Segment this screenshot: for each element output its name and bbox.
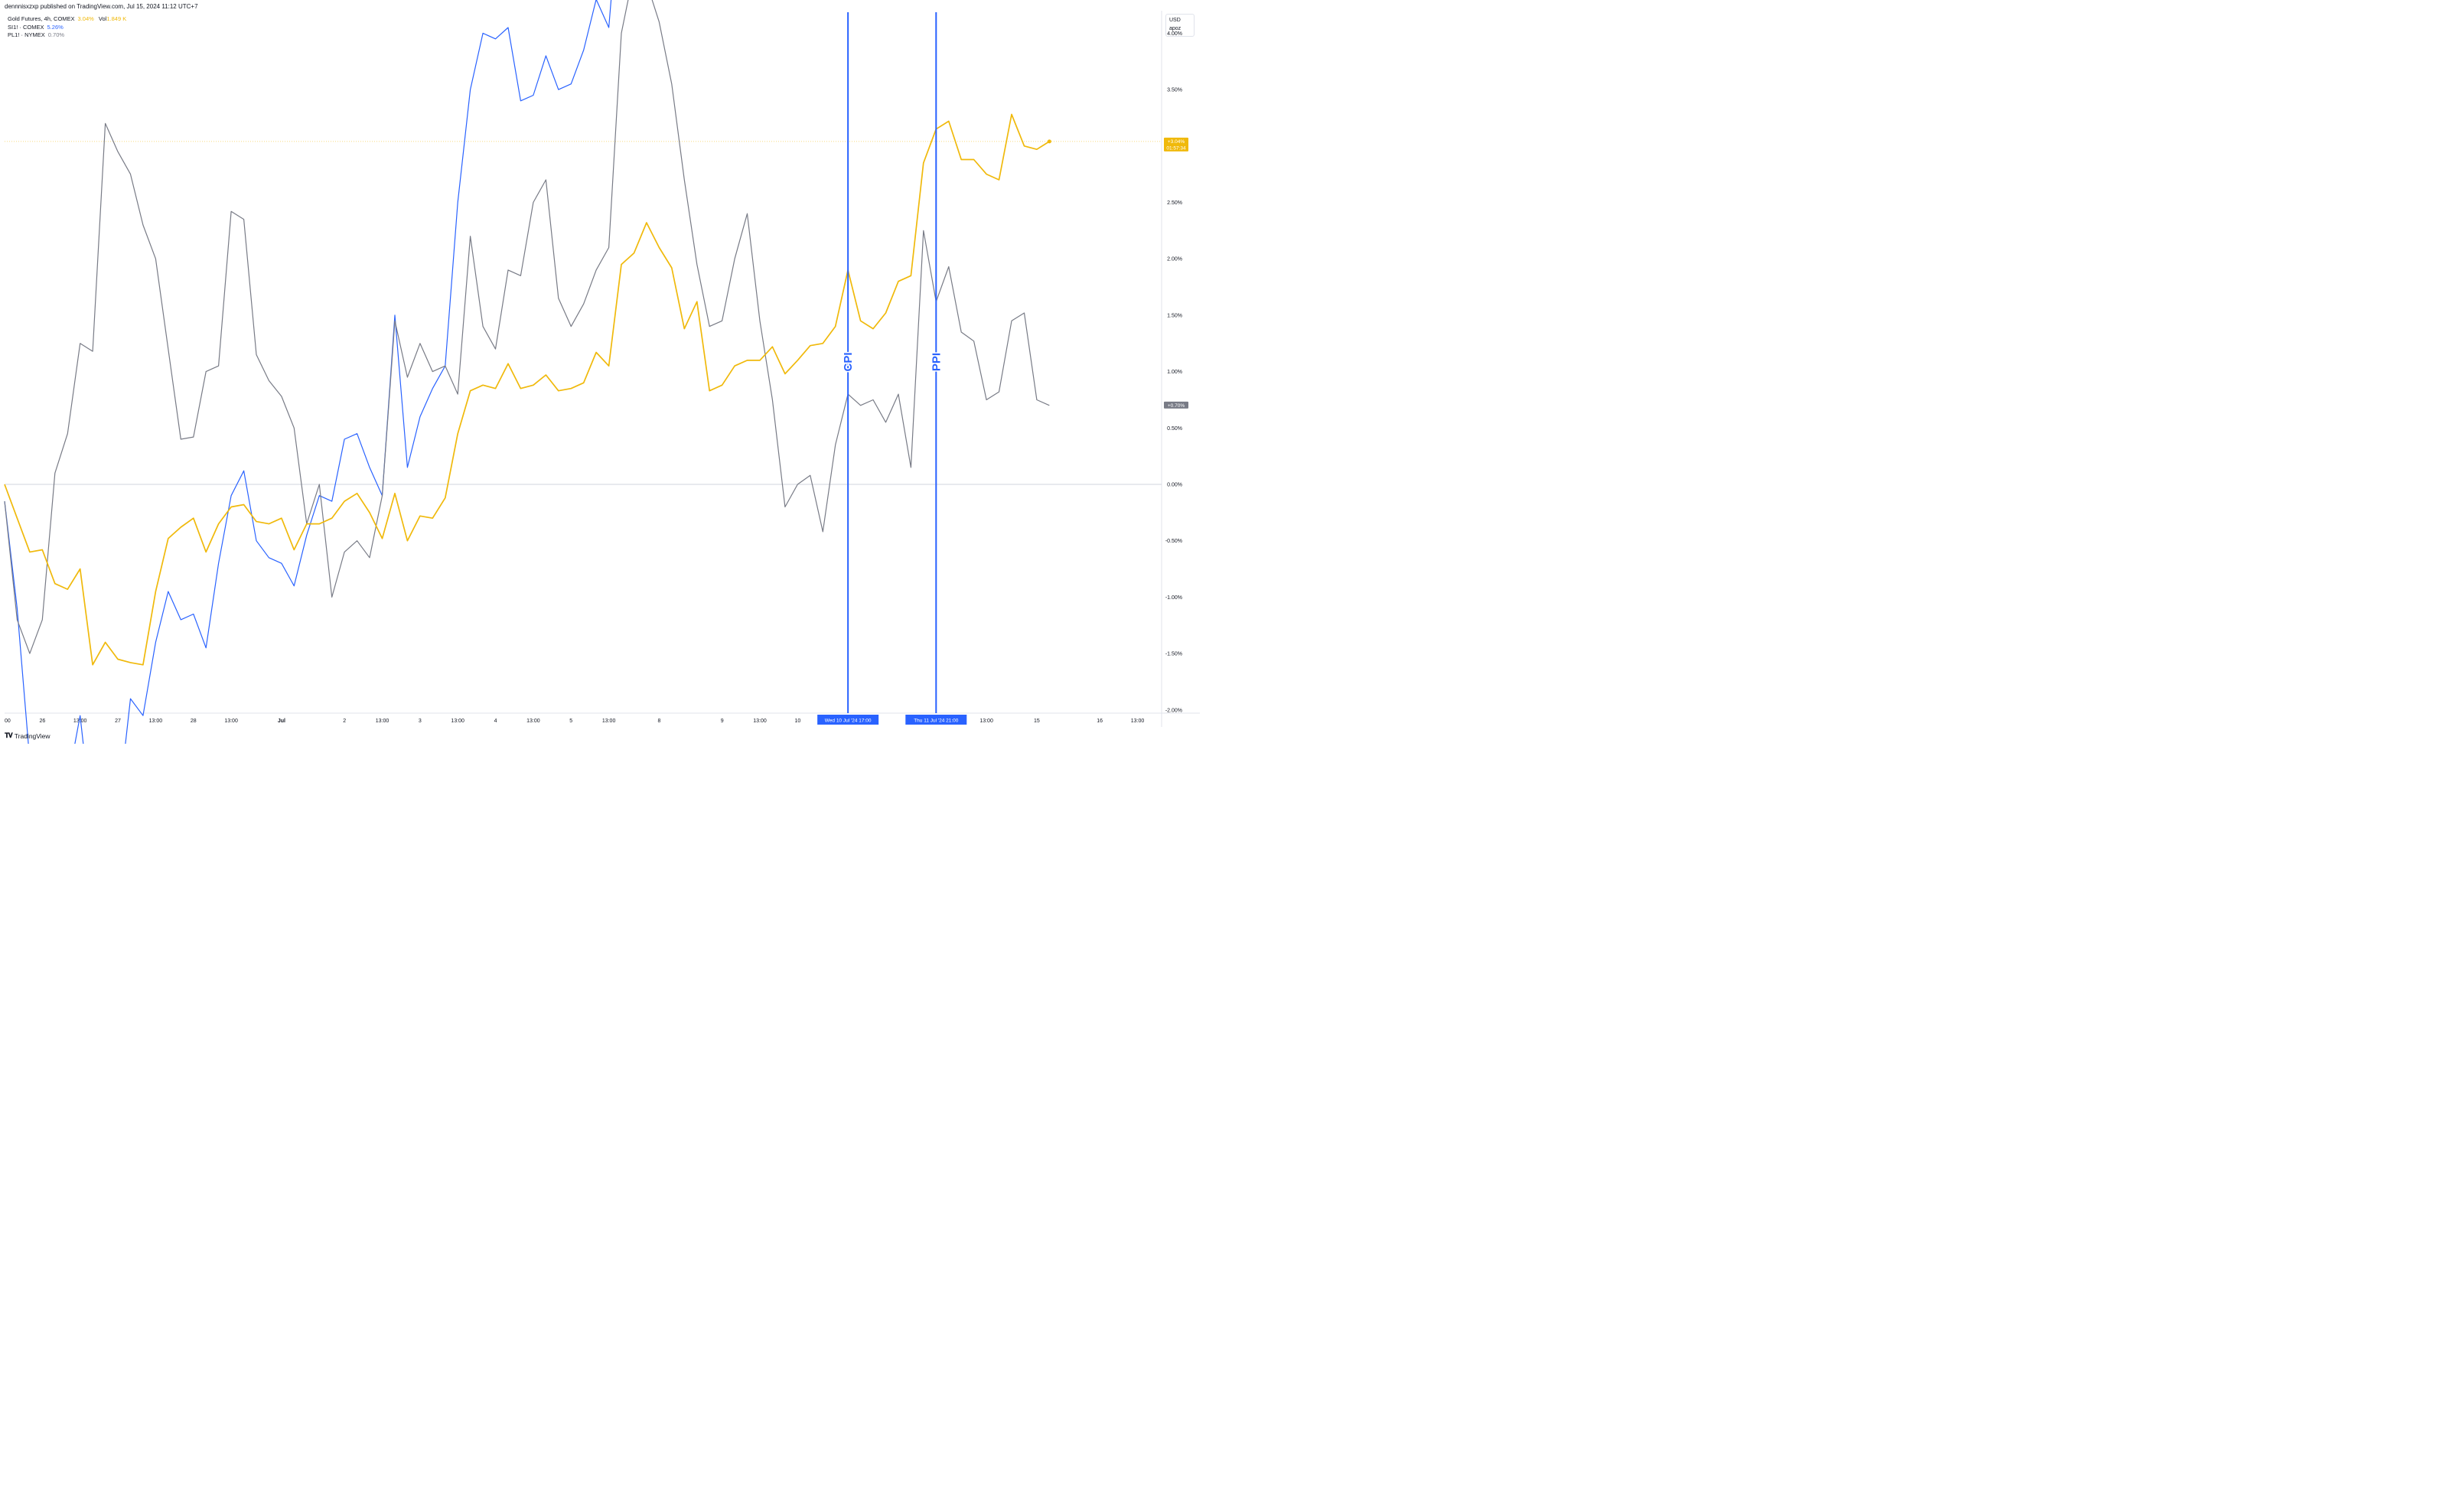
y-tick-label: 0.00% bbox=[1167, 483, 1182, 488]
event-label-cpi: CPI bbox=[842, 352, 855, 371]
x-tick-label: 13:00 bbox=[73, 719, 87, 724]
legend-row-silver[interactable]: SI1! · COMEX 5.26% bbox=[8, 24, 126, 32]
price-tag-value-gold: +3.04% bbox=[1168, 139, 1185, 145]
currency-code: USD bbox=[1169, 18, 1181, 23]
x-tick-label: 13:00 bbox=[979, 719, 993, 724]
legend-row-gold[interactable]: Gold Futures, 4h, COMEX 3.04% Vol1.849 K bbox=[8, 15, 126, 24]
event-label-group: PPI bbox=[929, 351, 944, 372]
x-tick-label: 13:00 bbox=[224, 719, 238, 724]
price-chart[interactable]: 7.50%7.00%6.50%6.00%5.50%5.00%4.50%4.00%… bbox=[0, 0, 1200, 744]
y-tick-label: 3.50% bbox=[1167, 88, 1182, 93]
footer-brand[interactable]: 𝐓𝐕 TradingView bbox=[5, 732, 51, 740]
currency-selector[interactable]: USD apoz bbox=[1165, 14, 1195, 37]
x-tick-label: 13:00 bbox=[602, 719, 616, 724]
legend-row-platinum[interactable]: PL1! · NYMEX 0.70% bbox=[8, 31, 126, 40]
footer-brand-label: TradingView bbox=[14, 732, 51, 740]
y-tick-label: 1.50% bbox=[1167, 313, 1182, 318]
legend-value-platinum: 0.70% bbox=[47, 31, 65, 38]
x-tick-label: 10 bbox=[794, 719, 800, 724]
x-tick-label: 9 bbox=[721, 719, 724, 724]
event-date-tag bbox=[817, 715, 879, 725]
y-tick-label: 1.00% bbox=[1167, 370, 1182, 375]
x-tick-label: 13:00 bbox=[376, 719, 389, 724]
price-tag-value-platinum: +0.70% bbox=[1168, 403, 1185, 409]
y-tick-label: 4.00% bbox=[1167, 31, 1182, 37]
x-tick-label: 3 bbox=[419, 719, 422, 724]
y-tick-label: 2.00% bbox=[1167, 257, 1182, 262]
y-tick-label: -1.00% bbox=[1165, 595, 1182, 601]
x-tick-label: 26 bbox=[39, 719, 45, 724]
legend-volume-label: Vol bbox=[98, 15, 107, 22]
legend-label-silver: SI1! · COMEX bbox=[8, 23, 44, 31]
price-tag-platinum bbox=[1164, 401, 1188, 409]
x-tick-label: 5 bbox=[569, 719, 572, 724]
price-tag-gold bbox=[1164, 137, 1188, 152]
gold-last-point bbox=[1047, 139, 1051, 144]
legend: Gold Futures, 4h, COMEX 3.04% Vol1.849 K … bbox=[8, 15, 126, 40]
x-tick-label: 00 bbox=[5, 719, 11, 724]
legend-label-platinum: PL1! · NYMEX bbox=[8, 31, 45, 38]
x-tick-label: 28 bbox=[191, 719, 197, 724]
event-date-tag bbox=[905, 715, 967, 725]
series-line-gold[interactable] bbox=[4, 113, 1050, 666]
legend-label-gold: Gold Futures, 4h, COMEX bbox=[8, 15, 75, 22]
x-tick-label: 13:00 bbox=[149, 719, 163, 724]
legend-volume-value: 1.849 K bbox=[106, 15, 127, 22]
y-tick-label: -1.50% bbox=[1165, 652, 1182, 657]
x-tick-label: 2 bbox=[343, 719, 346, 724]
series-line-silver[interactable] bbox=[4, 0, 1049, 744]
x-tick-label: Jul bbox=[278, 719, 285, 724]
y-tick-label: -0.50% bbox=[1165, 539, 1182, 544]
y-tick-label: -2.00% bbox=[1165, 708, 1182, 713]
x-tick-label: 8 bbox=[657, 719, 660, 724]
x-tick-label: 13:00 bbox=[526, 719, 540, 724]
price-tag-timer: 01:57:34 bbox=[1166, 145, 1186, 151]
x-tick-label: 15 bbox=[1034, 719, 1040, 724]
y-tick-label: 2.50% bbox=[1167, 200, 1182, 206]
currency-sub: apoz bbox=[1169, 26, 1182, 31]
x-tick-label: 13:00 bbox=[753, 719, 767, 724]
x-tick-label: 4 bbox=[494, 719, 497, 724]
series-line-platinum[interactable] bbox=[4, 0, 1050, 654]
legend-value-silver: 5.26% bbox=[47, 23, 64, 31]
event-date-label: Thu 11 Jul '24 21:00 bbox=[914, 719, 959, 724]
x-tick-label: 13:00 bbox=[451, 719, 464, 724]
event-label-ppi: PPI bbox=[930, 353, 943, 371]
tradingview-logo-icon: 𝐓𝐕 bbox=[5, 732, 13, 739]
event-date-label: Wed 10 Jul '24 17:00 bbox=[825, 719, 872, 724]
event-label-group: CPI bbox=[841, 351, 856, 373]
y-tick-label: 0.50% bbox=[1167, 426, 1182, 432]
x-tick-label: 13:00 bbox=[1131, 719, 1145, 724]
x-tick-label: 16 bbox=[1097, 719, 1103, 724]
publisher-caption: dennnisxzxp published on TradingView.com… bbox=[5, 3, 198, 10]
legend-value-gold: 3.04% bbox=[77, 15, 94, 22]
x-tick-label: 27 bbox=[115, 719, 121, 724]
